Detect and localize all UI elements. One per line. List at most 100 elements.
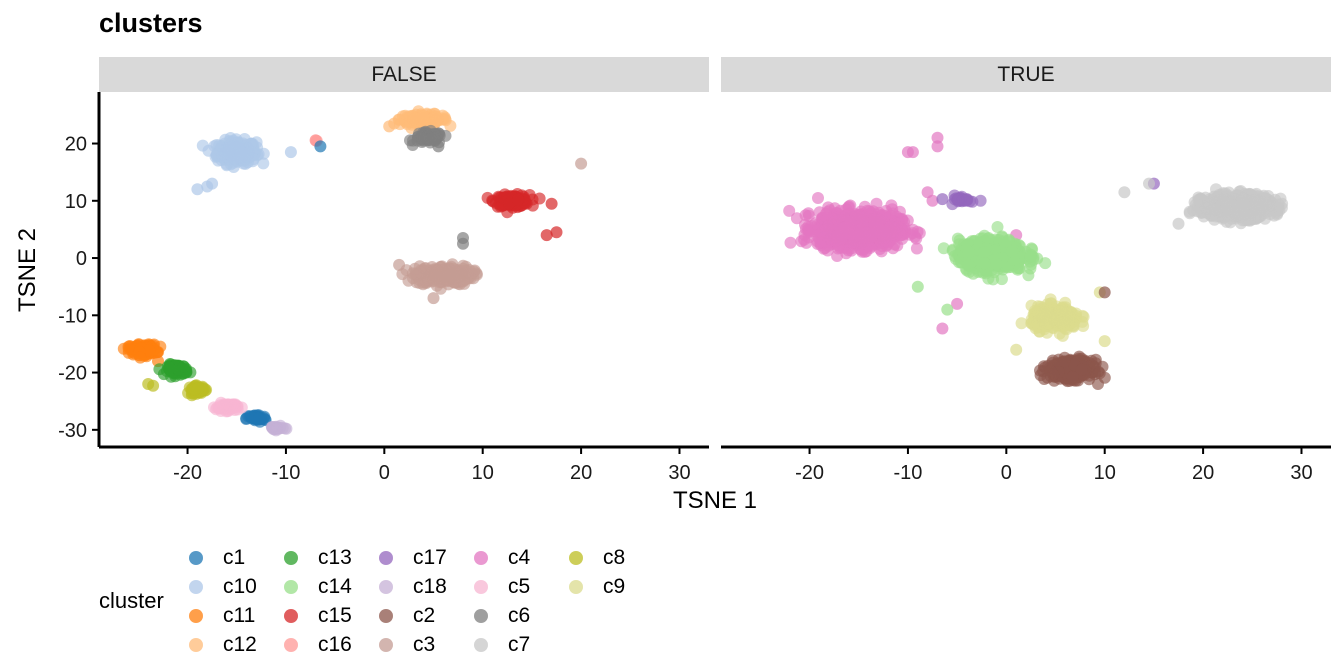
legend-label: c16 [318,633,352,656]
data-point-c4 [831,250,844,262]
data-point-c9 [1010,343,1023,356]
x-tick-label: -10 [893,462,922,484]
data-point-c4 [906,146,919,159]
data-point-c7 [1210,183,1222,196]
data-point-c10 [257,157,270,170]
data-point-c2 [1047,368,1060,381]
facet-label: TRUE [997,63,1054,86]
x-tick-label: 10 [1094,462,1116,484]
data-point-c3 [409,262,421,275]
data-point-c12 [406,109,419,122]
data-point-c14 [978,257,991,270]
chart-title: clusters [99,8,203,38]
legend-key [379,638,393,652]
data-point-c3 [430,279,443,292]
data-point-c4 [931,140,944,153]
data-point-c4 [831,230,844,242]
data-point-c12 [429,114,442,127]
data-point-c6 [439,129,452,142]
legend-label: c9 [603,575,626,598]
data-point-c14 [982,232,994,245]
scatter-chart: FALSE -20 -10 0 10 20 30 -30 -20 -10 0 10 20 TRUE -20 -… [14,57,1331,514]
data-point-c4 [784,236,797,249]
data-point-c14 [967,267,980,280]
x-tick-label: 30 [1290,462,1312,484]
legend-label: c14 [318,575,352,598]
data-point-c7 [1195,206,1208,219]
data-point-c5 [213,401,225,414]
data-point-c4 [903,228,916,241]
data-point-c9 [1039,320,1052,333]
x-axis-title: TSNE 1 [673,487,757,514]
legend-key [474,609,488,623]
x-tick-label: -10 [271,462,300,484]
data-point-c6 [457,237,469,250]
data-point-c7 [1238,199,1251,212]
legend-label: c5 [508,575,531,598]
x-tick-label: 0 [1001,462,1012,484]
legend-title: cluster [99,588,164,613]
x-tick-label: 20 [570,462,592,484]
data-point-c4 [893,205,906,218]
data-point-c4 [820,223,833,236]
data-point-c4 [910,242,923,255]
data-point-c11 [134,351,147,364]
legend-label: c7 [508,633,531,656]
legend: cluster c1 c10 c11 c12 c13 c14 c15 c16 c17 c18 c2 c… [99,540,799,668]
x-tick-label: 30 [668,462,690,484]
data-point-c14 [941,303,954,316]
facet-strip [721,57,1331,92]
data-point-c4 [812,192,824,204]
data-point-c14 [1006,245,1019,258]
data-point-c7 [1172,217,1185,230]
data-point-c4 [852,229,865,242]
data-point-c4 [856,245,869,258]
data-point-c8 [192,382,205,394]
legend-label: c15 [318,604,352,627]
data-point-c11 [122,340,135,353]
data-point-c14 [911,280,924,293]
x-tick-label: 10 [472,462,494,484]
data-point-c10 [234,148,247,161]
facet-label: FALSE [371,63,436,86]
data-point-c15 [545,197,558,210]
data-point-c17 [936,193,949,206]
data-point-c15 [512,193,524,206]
legend-key [189,638,203,652]
y-tick-label: 0 [76,248,87,270]
data-point-c15 [540,229,553,242]
data-point-c13 [177,360,190,373]
data-point-c4 [802,209,815,222]
legend-key [284,580,298,594]
data-point-c15 [523,189,536,201]
x-tick-label: 20 [1192,462,1214,484]
data-point-c10 [206,177,219,190]
data-point-c18 [270,424,283,437]
legend-label: c12 [223,633,257,656]
data-point-c7 [1118,186,1131,199]
legend-key [189,580,203,594]
y-tick-label: -20 [58,363,87,385]
legend-key [189,609,203,623]
legend-key [189,551,203,565]
data-point-c10 [284,146,297,159]
legend-label: c8 [603,546,626,569]
data-point-c4 [951,297,964,310]
legend-label: c1 [223,546,246,569]
legend-key [284,609,298,623]
legend-key [284,638,298,652]
data-point-c4 [866,229,878,241]
data-point-c14 [1039,257,1052,270]
data-point-c4 [885,199,898,212]
data-point-c7 [1236,209,1249,222]
legend-key [379,580,393,594]
data-point-c7 [1210,203,1222,216]
legend-key [379,609,393,623]
data-point-c7 [1220,196,1233,209]
data-point-c4 [931,131,944,144]
data-point-c12 [417,112,430,125]
legend-label: c2 [413,604,436,627]
data-point-c12 [383,120,396,133]
data-point-c3 [453,274,466,287]
data-point-c14 [987,273,1000,286]
